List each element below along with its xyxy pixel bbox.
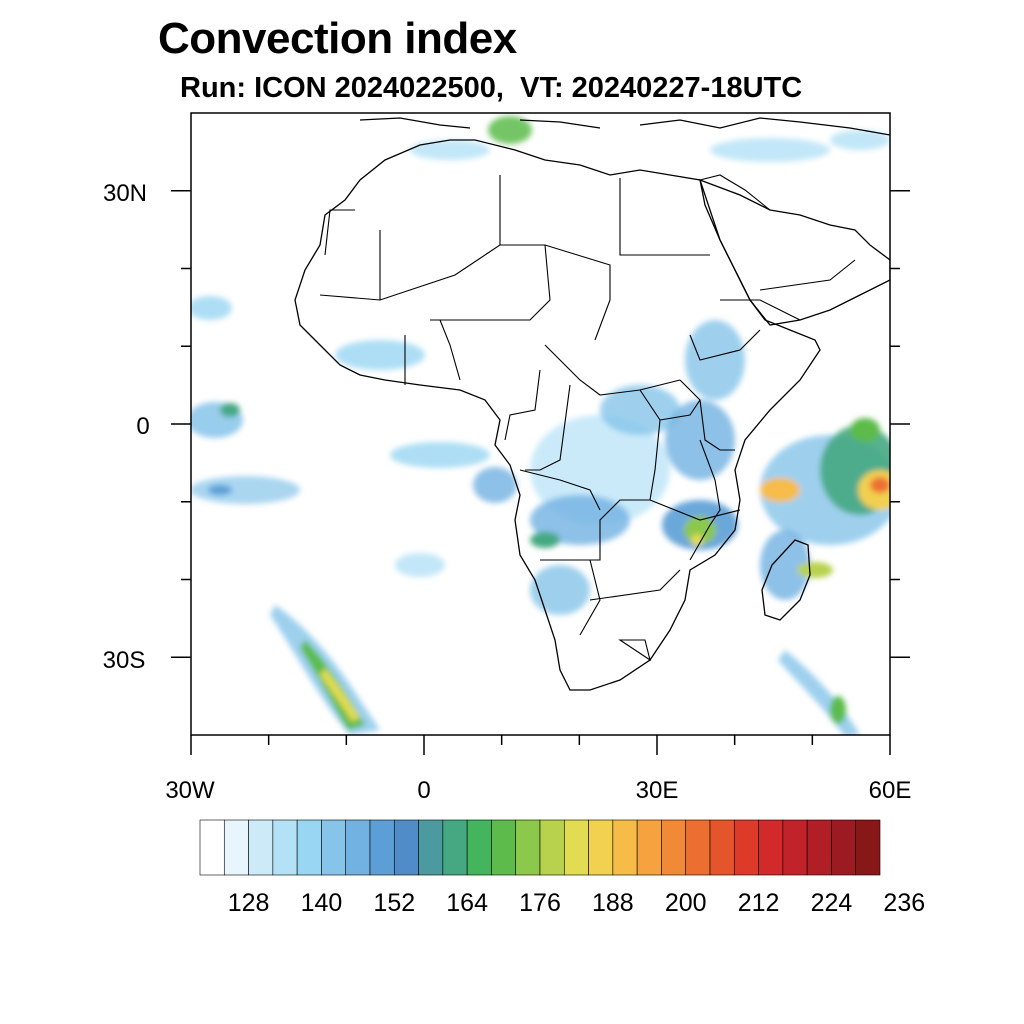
shade-patch (220, 403, 240, 417)
shade-patch (760, 478, 800, 502)
axis-ticks (171, 190, 910, 755)
colorbar-box (612, 819, 638, 876)
colorbar-box (345, 819, 371, 876)
colorbar-box (515, 819, 541, 876)
colorbar-label: 164 (446, 889, 488, 917)
shade-patch (473, 467, 517, 503)
colorbar-label: 200 (665, 889, 707, 917)
colorbar-box (782, 819, 808, 876)
colorbar-box (369, 819, 395, 876)
colorbar-label: 128 (228, 889, 270, 917)
colorbar (199, 819, 881, 876)
colorbar-labels: 128 140 152 164 176 188 200 212 224 236 (228, 889, 925, 917)
lon-label-30w: 30W (165, 777, 215, 804)
colorbar-box (563, 819, 589, 876)
shade-patch (530, 495, 630, 545)
colorbar-box (831, 819, 857, 876)
colorbar-box (442, 819, 468, 876)
shade-patch (797, 562, 833, 578)
shade-patch (530, 532, 560, 548)
colorbar-label: 188 (592, 889, 634, 917)
arabia-coastline (698, 178, 890, 326)
colorbar-label: 236 (883, 889, 925, 917)
colorbar-label: 176 (519, 889, 561, 917)
colorbar-label: 224 (811, 889, 853, 917)
shade-patch (191, 476, 300, 504)
colorbar-box (855, 819, 881, 876)
shade-patch (870, 477, 890, 493)
madagascar-coastline (761, 539, 811, 621)
colorbar-box (223, 819, 249, 876)
lon-label-0: 0 (417, 777, 430, 804)
colorbar-box (539, 819, 565, 876)
shade-patch (390, 442, 490, 468)
colorbar-box (199, 819, 225, 876)
country-borders (319, 174, 856, 662)
shade-patch (830, 130, 890, 150)
colorbar-box (709, 819, 735, 876)
colorbar-box (588, 819, 614, 876)
colorbar-box (636, 819, 662, 876)
shade-patch (410, 140, 490, 160)
chart-subtitle: Run: ICON 2024022500, VT: 20240227-18UTC (180, 72, 803, 104)
colorbar-box (296, 819, 322, 876)
coastlines (294, 117, 890, 691)
shade-patch (850, 418, 880, 442)
colorbar-label: 140 (301, 889, 343, 917)
colorbar-box (758, 819, 784, 876)
colorbar-box (272, 819, 298, 876)
colorbar-box (491, 819, 517, 876)
shade-patch (530, 565, 590, 615)
colorbar-box (685, 819, 711, 876)
colorbar-box (806, 819, 832, 876)
shade-patch (830, 696, 846, 724)
shade-patch (488, 116, 532, 144)
colorbar-box (733, 819, 759, 876)
colorbar-label: 212 (738, 889, 780, 917)
colorbar-box (418, 819, 444, 876)
shade-patch (208, 485, 232, 495)
shade-patch (778, 650, 860, 735)
shade-patch (335, 340, 425, 370)
shade-patch (320, 668, 360, 722)
shade-patch (760, 530, 810, 600)
lat-label-30s: 30S (103, 647, 146, 674)
lon-label-60e: 60E (869, 777, 912, 804)
colorbar-box (466, 819, 492, 876)
colorbar-box (661, 819, 687, 876)
lon-label-30e: 30E (636, 777, 679, 804)
colorbar-box (321, 819, 347, 876)
colorbar-box (248, 819, 274, 876)
lat-label-0: 0 (136, 413, 149, 440)
shade-patch (191, 296, 232, 320)
colorbar-box (393, 819, 419, 876)
shade-patch (685, 320, 745, 400)
shade-patch (395, 553, 445, 577)
lat-label-30n: 30N (103, 180, 147, 207)
shade-patch (710, 138, 830, 162)
convection-field (191, 116, 890, 735)
chart-title: Convection index (158, 14, 517, 63)
colorbar-label: 152 (373, 889, 415, 917)
europe-coastline (359, 117, 890, 136)
